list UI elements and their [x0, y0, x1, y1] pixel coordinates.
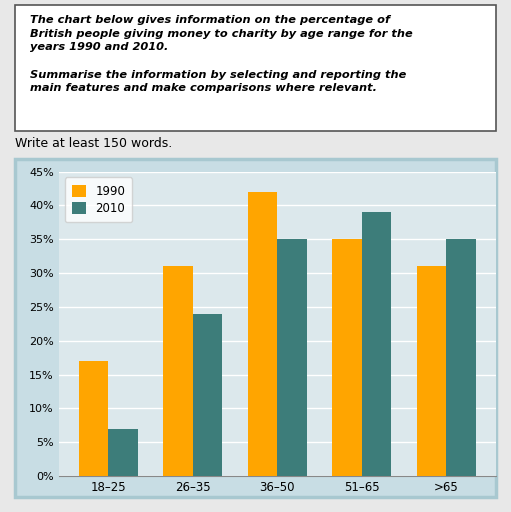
Bar: [416, 266, 446, 476]
Legend: 1990, 2010: 1990, 2010: [65, 178, 132, 222]
Bar: [163, 266, 193, 476]
FancyBboxPatch shape: [15, 159, 496, 497]
Text: The chart below gives information on the percentage of
British people giving mon: The chart below gives information on the…: [30, 15, 412, 93]
Bar: [248, 192, 277, 476]
Bar: [362, 212, 391, 476]
FancyBboxPatch shape: [15, 5, 496, 131]
Bar: [108, 429, 138, 476]
Bar: [79, 361, 108, 476]
Bar: [332, 239, 362, 476]
Bar: [193, 314, 222, 476]
Bar: [277, 239, 307, 476]
Bar: [446, 239, 476, 476]
Text: Write at least 150 words.: Write at least 150 words.: [15, 137, 173, 151]
